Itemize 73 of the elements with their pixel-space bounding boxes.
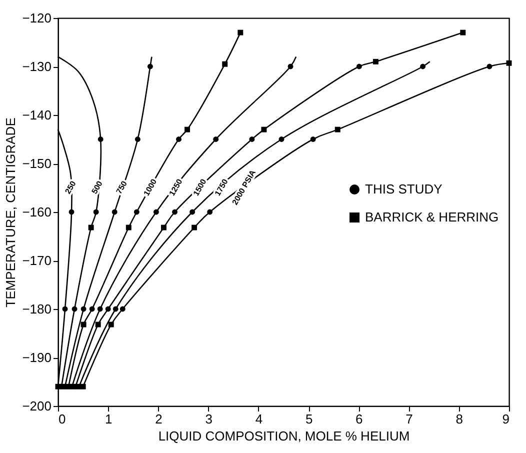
annotation: 750 [114,179,130,196]
legend-label: THIS STUDY [365,182,443,196]
point [153,209,159,215]
point [62,306,68,312]
y-tick-label: −140 [22,108,52,122]
point [288,64,294,70]
point [147,64,153,70]
point [222,61,228,67]
point [108,322,114,328]
legend-label: BARRICK & HERRING [365,210,499,224]
point [70,384,76,390]
y-tick-label: −150 [22,156,52,171]
point [112,209,118,215]
point [93,209,99,215]
point [207,209,213,215]
point [75,384,81,390]
x-tick-label: 7 [406,412,413,426]
point [261,126,267,132]
point [68,209,74,215]
point [190,209,196,215]
point [278,136,284,142]
point [506,60,512,66]
point [80,384,86,390]
y-tick-label: −200 [22,398,52,414]
y-tick-label: −120 [22,10,52,26]
point [55,384,61,390]
point [160,224,166,230]
point [60,384,66,390]
point [80,306,86,312]
point [213,136,219,142]
point [172,209,178,215]
point [89,306,95,312]
point [120,306,126,312]
x-tick-label: 4 [255,412,263,426]
point [97,306,103,312]
point [176,136,182,142]
point [95,322,101,328]
point [372,58,378,64]
x-tick-label: 2 [155,412,162,426]
point [112,306,118,312]
point [88,224,94,230]
y-tick-label: −170 [22,253,52,268]
point [310,136,316,142]
x-tick-label: 9 [502,412,510,426]
point [356,64,362,70]
y-tick-label: −160 [22,204,52,220]
point [105,306,111,312]
y-axis-title: TEMPERATURE, CENTIGRADE [3,117,18,308]
x-axis-title: LIQUID COMPOSITION, MOLE % HELIUM [158,428,410,444]
y-tick-label: −190 [22,350,52,365]
y-tick-label: −180 [22,302,52,316]
point [238,30,244,36]
y-tick-label: −130 [22,59,52,74]
point [460,30,466,36]
point [192,224,198,230]
point [65,384,71,390]
point [249,136,255,142]
point [134,136,140,142]
point [184,126,190,132]
x-tick-label: 0 [58,412,66,426]
x-tick-label: 3 [205,412,212,426]
point [486,64,492,70]
x-tick-label: 5 [305,412,313,426]
point [134,209,140,215]
point [98,136,104,142]
point [80,322,86,328]
point [420,64,426,70]
point [126,224,132,230]
x-tick-label: 1 [104,412,112,426]
point [72,306,78,312]
x-tick-label: 8 [456,412,464,426]
point [334,126,340,132]
x-tick-label: 6 [356,412,363,426]
